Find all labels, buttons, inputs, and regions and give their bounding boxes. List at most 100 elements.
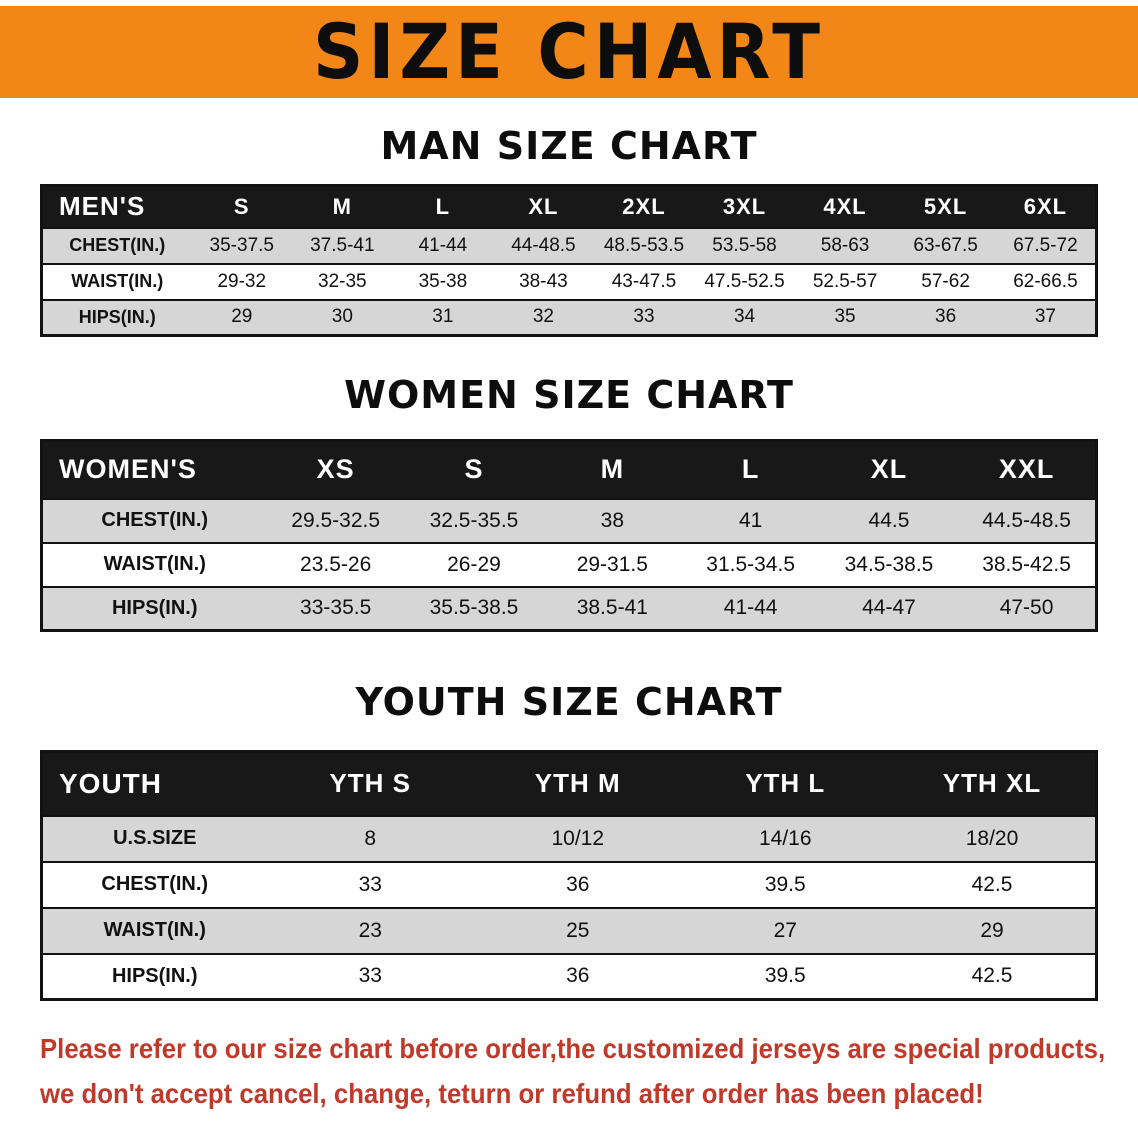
size-column-header: S [404, 440, 544, 499]
size-value: 29 [191, 298, 293, 336]
disclaimer-line-2: we don't accept cancel, change, teturn o… [40, 1077, 984, 1109]
size-value: 29 [889, 906, 1097, 954]
size-value: 29-31.5 [543, 541, 682, 587]
size-value: 41-44 [681, 585, 820, 631]
size-value: 57-62 [895, 262, 996, 300]
size-column-header: YTH S [266, 751, 474, 816]
men-size-table: MEN'S S M L XL 2XL 3XL 4XL 5XL 6XL CHEST(IN.) 35-3… [40, 184, 1098, 337]
table-corner-label: MEN'S [41, 185, 192, 228]
size-value: 31.5-34.5 [681, 541, 820, 587]
row-label: CHEST(IN.) [41, 226, 192, 264]
size-value: 41-44 [392, 226, 494, 264]
size-value: 44.5-48.5 [958, 497, 1097, 543]
size-value: 33 [266, 952, 474, 1000]
youth-size-section: YOUTH SIZE CHART YOUTH YTH S YTH M YTH L YTH… [0, 680, 1138, 1001]
size-value: 58-63 [794, 226, 896, 264]
women-table-header: WOMEN'S XS S M L XL XXL [41, 440, 1097, 499]
size-value: 36 [474, 860, 682, 908]
size-column-header: YTH XL [889, 751, 1097, 816]
size-value: 35-38 [392, 262, 494, 300]
size-value: 30 [292, 298, 393, 336]
size-value: 18/20 [889, 814, 1097, 862]
men-table-header: MEN'S S M L XL 2XL 3XL 4XL 5XL 6XL [41, 185, 1097, 228]
size-value: 33 [593, 298, 695, 336]
size-value: 37 [995, 298, 1097, 336]
row-label: WAIST(IN.) [41, 906, 267, 954]
size-value: 38.5-41 [543, 585, 682, 631]
size-value: 10/12 [474, 814, 682, 862]
men-size-section: MAN SIZE CHART MEN'S S M L XL 2XL 3XL 4XL 5XL 6XL… [0, 124, 1138, 337]
size-column-header: L [392, 185, 494, 228]
size-value: 48.5-53.5 [593, 226, 695, 264]
size-column-header: 2XL [593, 185, 695, 228]
page-title: SIZE CHART [312, 7, 826, 97]
disclaimer-line-1: Please refer to our size chart before or… [40, 1033, 1106, 1064]
size-value: 33-35.5 [266, 585, 405, 631]
row-label: WAIST(IN.) [41, 541, 267, 587]
table-row: CHEST(IN.) 33 36 39.5 42.5 [41, 860, 1097, 908]
table-row: HIPS(IN.) 33 36 39.5 42.5 [41, 952, 1097, 1000]
men-section-heading: MAN SIZE CHART [380, 124, 758, 168]
size-value: 14/16 [681, 814, 889, 862]
size-value: 41 [681, 497, 820, 543]
table-header-row: MEN'S S M L XL 2XL 3XL 4XL 5XL 6XL [41, 185, 1097, 228]
size-value: 62-66.5 [995, 262, 1097, 300]
size-value: 63-67.5 [895, 226, 996, 264]
youth-table-header: YOUTH YTH S YTH M YTH L YTH XL [41, 751, 1097, 816]
size-value: 32-35 [292, 262, 393, 300]
table-row: HIPS(IN.) 33-35.5 35.5-38.5 38.5-41 41-44 44-… [41, 585, 1097, 631]
size-value: 29-32 [191, 262, 293, 300]
size-value: 35.5-38.5 [404, 585, 544, 631]
table-row: U.S.SIZE 8 10/12 14/16 18/20 [41, 814, 1097, 862]
size-column-header: 3XL [694, 185, 795, 228]
size-column-header: 5XL [895, 185, 996, 228]
size-value: 52.5-57 [794, 262, 896, 300]
women-table-body: CHEST(IN.) 29.5-32.5 32.5-35.5 38 41 44.5 44.5… [41, 497, 1097, 631]
size-value: 26-29 [404, 541, 544, 587]
table-corner-label: YOUTH [41, 751, 267, 816]
table-row: WAIST(IN.) 23 25 27 29 [41, 906, 1097, 954]
size-column-header: XL [493, 185, 594, 228]
size-value: 34.5-38.5 [819, 541, 959, 587]
size-column-header: YTH M [474, 751, 682, 816]
size-value: 34 [694, 298, 795, 336]
size-value: 23 [266, 906, 474, 954]
row-label: HIPS(IN.) [41, 585, 267, 631]
size-value: 8 [266, 814, 474, 862]
row-label: HIPS(IN.) [41, 298, 192, 336]
size-value: 27 [681, 906, 889, 954]
size-column-header: XL [819, 440, 959, 499]
size-value: 38 [543, 497, 682, 543]
table-corner-label: WOMEN'S [41, 440, 267, 499]
size-value: 35 [794, 298, 896, 336]
size-value: 33 [266, 860, 474, 908]
size-value: 31 [392, 298, 494, 336]
table-row: HIPS(IN.) 29 30 31 32 33 34 35 36 37 [41, 298, 1097, 336]
women-section-heading: WOMEN SIZE CHART [344, 373, 794, 417]
size-value: 53.5-58 [694, 226, 795, 264]
table-header-row: WOMEN'S XS S M L XL XXL [41, 440, 1097, 499]
size-value: 32 [493, 298, 594, 336]
row-label: CHEST(IN.) [41, 497, 267, 543]
size-column-header: XXL [958, 440, 1097, 499]
disclaimer: Please refer to our size chart before or… [40, 1027, 1138, 1117]
size-column-header: M [292, 185, 393, 228]
size-value: 29.5-32.5 [266, 497, 405, 543]
table-row: CHEST(IN.) 35-37.5 37.5-41 41-44 44-48.5 48.5… [41, 226, 1097, 264]
size-column-header: XS [266, 440, 405, 499]
size-value: 42.5 [889, 860, 1097, 908]
size-value: 38-43 [493, 262, 594, 300]
women-size-table: WOMEN'S XS S M L XL XXL CHEST(IN.) 29.5-32.5 32.… [40, 439, 1098, 632]
size-column-header: M [543, 440, 682, 499]
size-value: 25 [474, 906, 682, 954]
table-row: WAIST(IN.) 23.5-26 26-29 29-31.5 31.5-34.5 34… [41, 541, 1097, 587]
size-column-header: 6XL [995, 185, 1097, 228]
size-value: 36 [895, 298, 996, 336]
size-value: 47.5-52.5 [694, 262, 795, 300]
youth-table-body: U.S.SIZE 8 10/12 14/16 18/20 CHEST(IN.) 33 36 39… [41, 814, 1097, 1000]
youth-size-table: YOUTH YTH S YTH M YTH L YTH XL U.S.SIZE 8 10/1… [40, 750, 1098, 1001]
size-value: 39.5 [681, 952, 889, 1000]
table-row: CHEST(IN.) 29.5-32.5 32.5-35.5 38 41 44.5 44.5… [41, 497, 1097, 543]
size-value: 47-50 [958, 585, 1097, 631]
size-value: 38.5-42.5 [958, 541, 1097, 587]
